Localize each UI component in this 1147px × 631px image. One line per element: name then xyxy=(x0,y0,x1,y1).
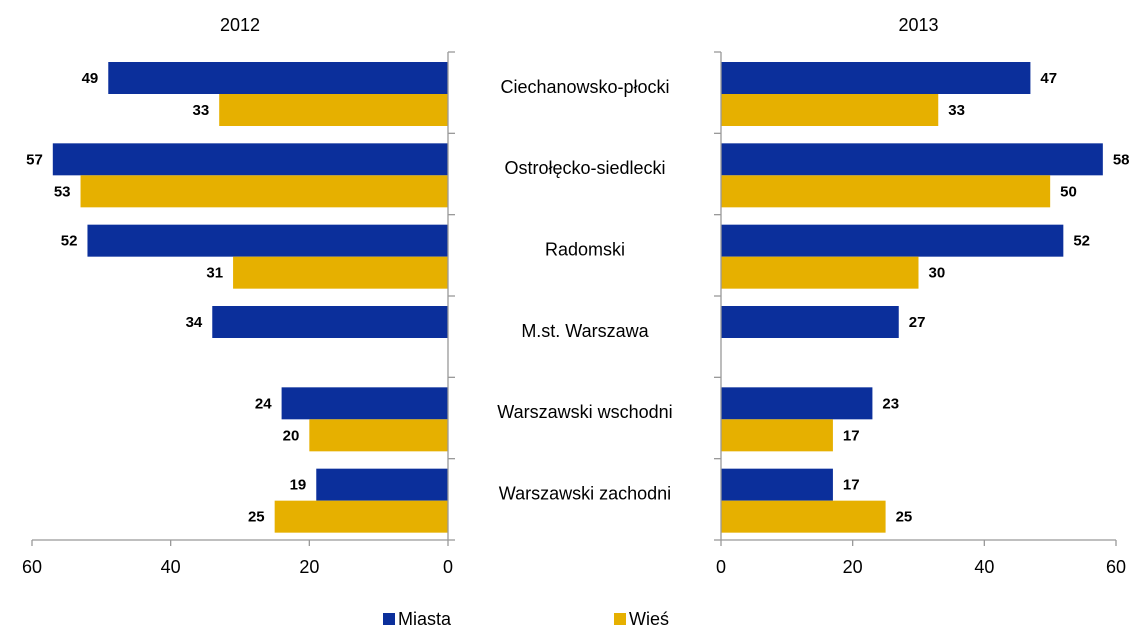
bar xyxy=(721,224,1064,257)
value-label: 33 xyxy=(948,102,965,119)
value-label: 24 xyxy=(255,395,272,412)
x-tick-label: 20 xyxy=(299,557,319,577)
value-label: 17 xyxy=(843,477,860,494)
value-label: 20 xyxy=(283,427,300,444)
bar xyxy=(80,175,449,208)
value-label: 52 xyxy=(1073,233,1090,250)
x-tick-label: 40 xyxy=(161,557,181,577)
legend-label: Miasta xyxy=(398,609,452,629)
value-label: 52 xyxy=(61,233,78,250)
legend-swatch xyxy=(383,613,395,625)
value-label: 33 xyxy=(193,102,210,119)
bar xyxy=(316,468,448,501)
bar xyxy=(108,62,449,94)
value-label: 17 xyxy=(843,427,860,444)
panel-title: 2012 xyxy=(220,15,260,35)
bar xyxy=(721,419,833,452)
bar xyxy=(281,387,448,420)
x-tick-label: 0 xyxy=(716,557,726,577)
value-label: 31 xyxy=(206,265,223,282)
x-tick-label: 60 xyxy=(22,557,42,577)
bar xyxy=(721,500,886,533)
category-label: M.st. Warszawa xyxy=(521,321,649,341)
value-label: 50 xyxy=(1060,183,1077,200)
value-label: 53 xyxy=(54,183,71,200)
panel-title: 2013 xyxy=(898,15,938,35)
category-label: Radomski xyxy=(545,239,625,259)
value-label: 30 xyxy=(929,265,946,282)
category-label: Ostrołęcko-siedlecki xyxy=(504,158,665,178)
x-tick-label: 20 xyxy=(843,557,863,577)
bar xyxy=(721,94,939,126)
value-label: 58 xyxy=(1113,151,1130,168)
value-label: 34 xyxy=(186,314,203,331)
bar xyxy=(309,419,448,452)
category-label: Warszawski zachodni xyxy=(499,483,671,503)
bar xyxy=(721,143,1103,176)
category-label: Ciechanowsko-płocki xyxy=(500,77,669,97)
bar xyxy=(721,468,833,501)
value-label: 47 xyxy=(1040,70,1057,87)
bar xyxy=(721,306,899,338)
bar xyxy=(219,94,448,126)
bar xyxy=(721,387,873,420)
value-label: 23 xyxy=(882,395,899,412)
x-tick-label: 40 xyxy=(974,557,994,577)
value-label: 25 xyxy=(896,509,913,526)
x-tick-label: 0 xyxy=(443,557,453,577)
legend-swatch xyxy=(614,613,626,625)
legend-label: Wieś xyxy=(629,609,669,629)
value-label: 49 xyxy=(82,70,99,87)
x-tick-label: 60 xyxy=(1106,557,1126,577)
bar xyxy=(721,62,1031,94)
bar xyxy=(52,143,449,176)
bar xyxy=(233,256,448,289)
bar xyxy=(87,224,448,257)
bar xyxy=(721,175,1051,208)
value-label: 19 xyxy=(290,477,307,494)
value-label: 57 xyxy=(26,151,43,168)
bar xyxy=(274,500,448,533)
value-label: 27 xyxy=(909,314,926,331)
bar xyxy=(721,256,919,289)
category-label: Warszawski wschodni xyxy=(497,402,672,422)
value-label: 25 xyxy=(248,509,265,526)
bar xyxy=(212,306,448,338)
